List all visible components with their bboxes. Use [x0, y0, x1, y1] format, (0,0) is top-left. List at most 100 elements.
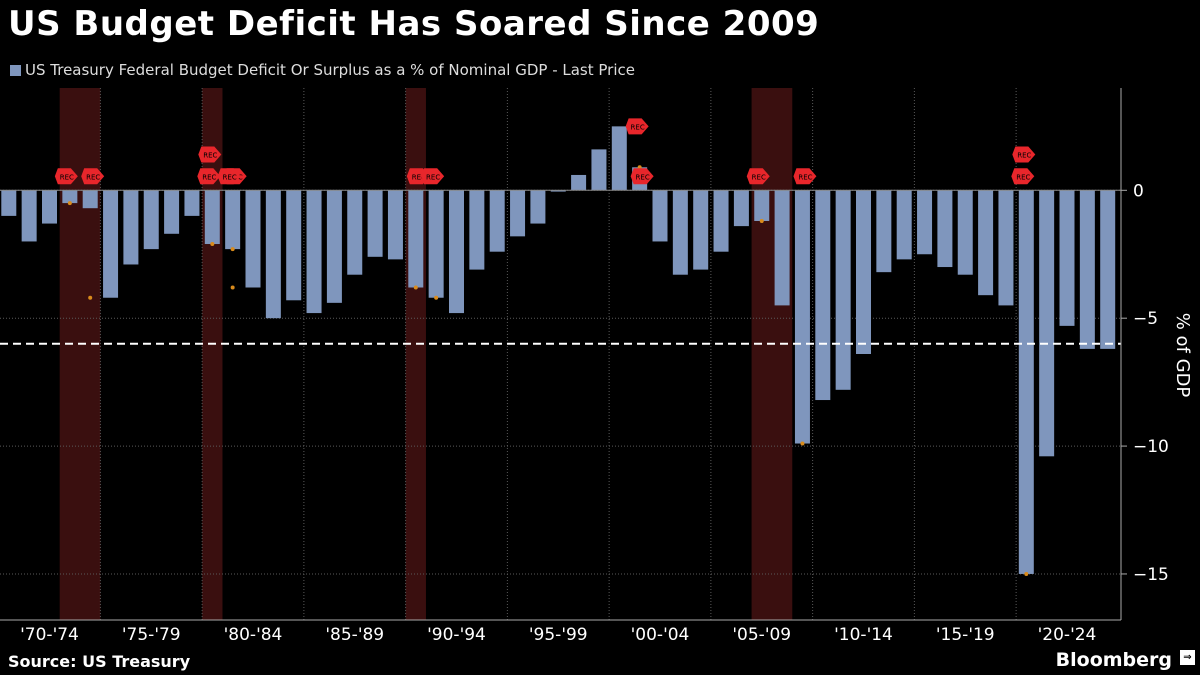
- bar-1979: [184, 190, 200, 216]
- x-tick-label: '90-'94: [427, 625, 486, 645]
- bar-1973: [62, 190, 78, 204]
- bar-2004: [693, 190, 709, 270]
- x-tick-label: '20-'24: [1038, 625, 1097, 645]
- bar-2015: [917, 190, 933, 255]
- bar-1999: [591, 149, 607, 191]
- bar-2003: [672, 190, 688, 275]
- svg-text:REC: REC: [60, 173, 74, 181]
- bar-2018: [978, 190, 994, 296]
- recession-band: [59, 88, 101, 620]
- bar-1996: [530, 190, 546, 224]
- x-tick-label: '85-'89: [325, 625, 384, 645]
- bar-1970: [1, 190, 17, 216]
- bar-1984: [286, 190, 302, 301]
- svg-text:REC: REC: [798, 173, 812, 181]
- bar-1977: [143, 190, 159, 250]
- bar-2017: [957, 190, 973, 275]
- recession-band: [202, 88, 223, 620]
- bar-2002: [652, 190, 668, 242]
- bar-2020: [1018, 190, 1034, 574]
- recession-dot: [67, 201, 72, 206]
- recession-dot: [434, 295, 439, 300]
- x-tick-label: '70-'74: [20, 625, 79, 645]
- bar-2016: [937, 190, 953, 268]
- bar-1983: [265, 190, 281, 319]
- svg-text:REC: REC: [223, 173, 237, 181]
- bar-2005: [713, 190, 729, 252]
- bar-1974: [82, 190, 98, 209]
- bar-2009: [794, 190, 810, 444]
- x-tick-label: '95-'99: [529, 625, 588, 645]
- chart-title: US Budget Deficit Has Soared Since 2009: [8, 4, 820, 44]
- recession-dot: [759, 219, 764, 223]
- recession-flag: REC: [630, 168, 654, 185]
- recession-dot: [413, 285, 418, 290]
- legend-label: US Treasury Federal Budget Deficit Or Su…: [25, 61, 635, 79]
- svg-text:REC: REC: [636, 173, 650, 181]
- recession-dot: [230, 247, 235, 252]
- recession-flag: REC: [746, 168, 770, 185]
- bar-1990: [408, 190, 424, 288]
- recession-dot: [637, 165, 642, 170]
- brand-logo: Bloomberg: [1055, 649, 1172, 671]
- bar-1991: [428, 190, 444, 298]
- bar-1980: [204, 190, 220, 245]
- recession-dot: [88, 295, 93, 300]
- y-axis-label: % of GDP: [1172, 313, 1193, 398]
- bar-2012: [856, 190, 871, 354]
- y-tick-label: −15: [1133, 565, 1169, 585]
- bar-1988: [367, 190, 383, 257]
- bar-2011: [835, 190, 851, 390]
- bar-2024: [1100, 190, 1116, 349]
- recession-dot: [1024, 571, 1029, 576]
- x-tick-label: '10-'14: [834, 625, 893, 645]
- recession-flag: REC: [54, 168, 78, 185]
- svg-text:REC: REC: [1017, 152, 1031, 160]
- x-tick-label: '05-'09: [732, 625, 791, 645]
- source-note: Source: US Treasury: [8, 652, 191, 671]
- bar-1971: [21, 190, 37, 242]
- svg-text:REC: REC: [631, 123, 645, 131]
- recession-flag: REC: [793, 168, 817, 185]
- svg-text:REC: REC: [202, 173, 216, 181]
- bar-2022: [1059, 190, 1075, 326]
- svg-text:REC: REC: [203, 152, 217, 160]
- recession-flag: REC: [217, 168, 241, 185]
- svg-text:REC: REC: [426, 173, 440, 181]
- bar-2008: [774, 190, 790, 306]
- bar-2010: [815, 190, 831, 401]
- bar-1993: [469, 190, 485, 270]
- recession-dot: [800, 441, 805, 446]
- bar-2007: [754, 190, 770, 221]
- bar-2006: [733, 190, 749, 227]
- bar-1978: [164, 190, 180, 234]
- y-tick-label: −5: [1133, 309, 1158, 329]
- recession-band: [751, 88, 793, 620]
- recession-flag: REC: [198, 146, 222, 163]
- x-tick-label: '75-'79: [122, 625, 181, 645]
- bloomberg-terminal-icon: ⇒: [1180, 650, 1195, 665]
- bar-1972: [42, 190, 57, 224]
- bar-1985: [306, 190, 322, 314]
- bar-1995: [510, 190, 526, 237]
- bar-1981: [225, 190, 241, 250]
- bar-1982: [245, 190, 261, 288]
- recession-band: [405, 88, 426, 620]
- x-tick-label: '15-'19: [936, 625, 995, 645]
- recession-dot: [230, 285, 235, 290]
- bar-1975: [103, 190, 119, 298]
- bar-2019: [998, 190, 1014, 306]
- bar-1998: [571, 174, 587, 191]
- bar-2021: [1039, 190, 1055, 457]
- svg-text:REC: REC: [752, 173, 766, 181]
- recession-flag: REC: [197, 168, 221, 185]
- x-tick-label: '80-'84: [224, 625, 283, 645]
- bar-1976: [123, 190, 139, 265]
- svg-text:REC: REC: [412, 173, 426, 181]
- recession-flag: REC: [81, 168, 105, 185]
- bar-2013: [876, 190, 892, 273]
- bar-2023: [1079, 190, 1095, 349]
- bar-1992: [449, 190, 464, 314]
- bar-1994: [489, 190, 505, 252]
